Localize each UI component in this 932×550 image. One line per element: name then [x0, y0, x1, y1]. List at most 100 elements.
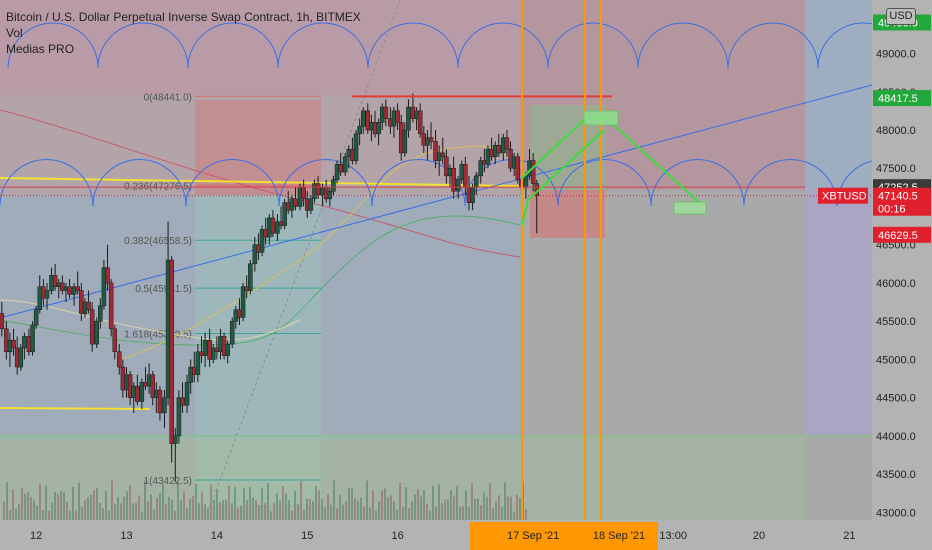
target-box-top [583, 110, 619, 126]
volume-bar [240, 506, 242, 520]
volume-bar [354, 498, 356, 520]
position-loss-zone [530, 190, 605, 238]
volume-bar [168, 496, 170, 520]
price-badge-label: 47140.5 [878, 191, 918, 203]
volume-bar [114, 503, 116, 520]
time-cycle-arc-top [547, 22, 639, 69]
volume-bar [480, 505, 482, 520]
x-tick-label: 14 [211, 530, 223, 542]
candle-body [195, 351, 201, 375]
volume-bar [453, 496, 455, 520]
volume-bar [69, 510, 71, 520]
currency-badge[interactable]: USD [886, 8, 916, 25]
volume-bar [21, 487, 23, 520]
ma-yellow [119, 145, 521, 361]
dashed-diagonal [204, 0, 401, 521]
volume-bar [273, 502, 275, 520]
volume-bar [201, 491, 203, 520]
volume-bar [195, 484, 197, 520]
volume-bar [294, 490, 296, 520]
volume-bar [36, 505, 38, 520]
volume-bar [462, 506, 464, 520]
volume-bar [477, 498, 479, 520]
time-cycle-arc-top [367, 22, 459, 69]
candle-body [463, 164, 468, 188]
volume-bar [204, 504, 206, 520]
volume-bar [135, 502, 137, 520]
candle-body [327, 190, 333, 200]
volume-bar [144, 480, 146, 520]
candle-body [365, 110, 371, 131]
volume-bar [63, 491, 65, 520]
time-cycle-arc-top [637, 22, 729, 69]
y-tick-label: 45500.0 [876, 316, 916, 328]
candle-body [383, 106, 389, 119]
volume-bar [27, 492, 29, 520]
volume-bar [507, 496, 509, 520]
medias-pro-indicator-label[interactable]: Medias PRO [6, 42, 75, 56]
candle-body [11, 340, 16, 349]
volume-bar [39, 483, 41, 520]
symbol-title[interactable]: Bitcoin / U.S. Dollar Perpetual Inverse … [6, 10, 361, 24]
yellow-level-lower [0, 407, 151, 410]
candle-body [515, 156, 521, 180]
volume-indicator-label[interactable]: Vol [6, 26, 23, 40]
volume-bar [513, 511, 515, 520]
volume-bar [147, 501, 149, 520]
projection-path-alt [521, 129, 605, 226]
volume-bar [57, 494, 59, 520]
volume-bar [474, 499, 476, 520]
time-cycle-arc-bottom [0, 159, 94, 207]
time-cycle-arc-bottom [371, 159, 466, 207]
time-cycle-arc-bottom [743, 159, 838, 207]
x-tick-label: 21 [843, 530, 855, 542]
background-zones [0, 0, 872, 520]
volume-bar [279, 500, 281, 520]
volume-bar [393, 501, 395, 520]
volume-bar [438, 484, 440, 520]
volume-bar [228, 485, 230, 520]
volume-bar [126, 491, 128, 520]
volume-bar [78, 482, 80, 520]
candle-body [395, 110, 400, 123]
time-cycle-arc-top [7, 22, 99, 69]
candle-body [301, 187, 306, 200]
volume-bar [159, 492, 161, 520]
volume-bar [51, 502, 53, 520]
volume-bar [231, 503, 233, 520]
candle-body [52, 275, 58, 288]
volume-bar [429, 510, 431, 520]
volume-bar [174, 511, 176, 520]
volume-bar [333, 480, 335, 520]
volume-bar [213, 499, 215, 520]
volume-bar [384, 488, 386, 520]
volume-bar [498, 495, 500, 520]
volume-bar [87, 497, 89, 520]
candle-body [75, 286, 80, 291]
volume-bar [504, 482, 506, 520]
candle-body [259, 229, 265, 253]
volume-bar [258, 504, 260, 520]
zone-purple-right [805, 190, 872, 435]
volume-bar [93, 490, 95, 520]
volume-bar [459, 506, 461, 520]
volume-bar [291, 510, 293, 520]
candle-body [89, 309, 95, 345]
candle-body [67, 286, 72, 295]
candle-body [496, 145, 502, 154]
candle-body [252, 244, 258, 265]
candle-body [135, 385, 140, 402]
volume-bar [156, 497, 158, 520]
candle-body [162, 397, 167, 414]
price-badge-label: 46629.5 [878, 230, 918, 242]
volume-bar [207, 508, 209, 520]
candle-body [338, 164, 343, 173]
volume-bar [402, 506, 404, 520]
volume-bar [165, 503, 167, 520]
time-cycle-arc-bottom [185, 159, 280, 207]
volume-bar [510, 496, 512, 520]
time-cycle-arc-top [457, 22, 549, 69]
volume-bar [42, 510, 44, 520]
